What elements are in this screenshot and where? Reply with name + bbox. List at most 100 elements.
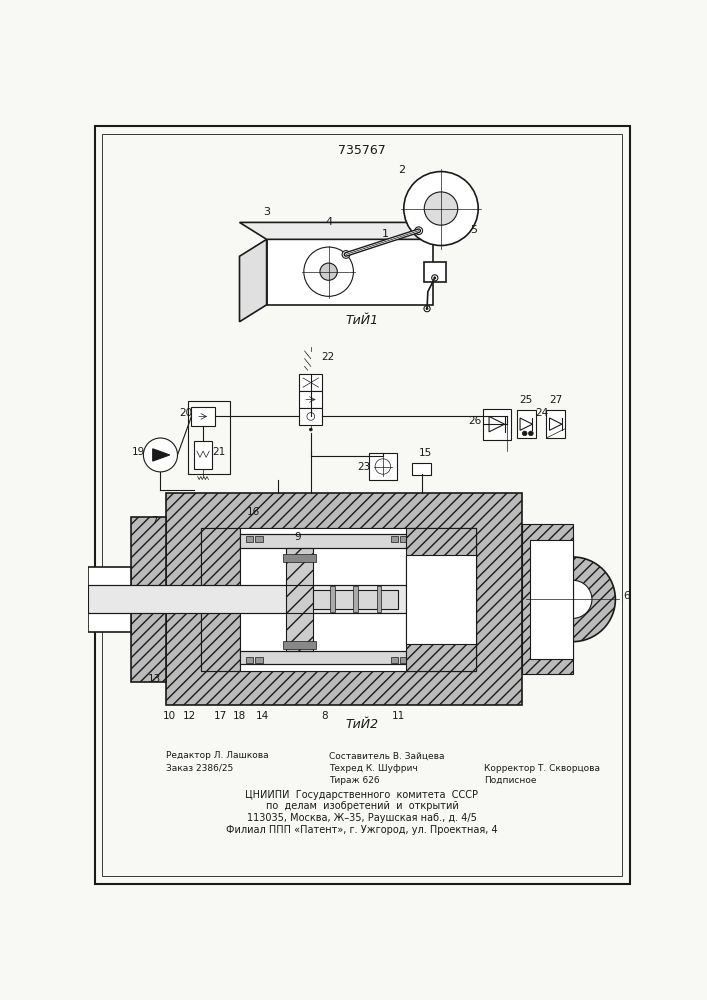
Circle shape <box>304 247 354 296</box>
Bar <box>400 536 408 542</box>
Text: 16: 16 <box>247 507 260 517</box>
Bar <box>377 586 381 612</box>
Text: Тираж 626: Тираж 626 <box>329 776 379 785</box>
Bar <box>246 657 253 663</box>
Circle shape <box>309 428 312 431</box>
Circle shape <box>424 306 430 312</box>
Bar <box>391 657 398 663</box>
Bar <box>522 524 573 674</box>
Bar <box>283 641 316 649</box>
Text: 21: 21 <box>212 447 226 457</box>
Text: Составитель В. Зайцева: Составитель В. Зайцева <box>329 751 444 760</box>
Circle shape <box>144 438 177 472</box>
Bar <box>424 262 445 282</box>
Bar <box>255 657 263 663</box>
Circle shape <box>404 172 478 246</box>
Text: ΤиЙ1: ΤиЙ1 <box>346 314 378 327</box>
Circle shape <box>522 431 527 436</box>
Text: 113035, Москва, Ж–35, Раушская наб., д. 4/5: 113035, Москва, Ж–35, Раушская наб., д. … <box>247 813 477 823</box>
Bar <box>299 391 322 408</box>
Bar <box>483 409 510 440</box>
Polygon shape <box>520 418 532 430</box>
Circle shape <box>432 275 438 281</box>
Text: 22: 22 <box>321 352 334 362</box>
Text: 3: 3 <box>263 207 270 217</box>
Bar <box>286 548 313 651</box>
Bar <box>517 410 535 438</box>
Bar <box>240 651 410 664</box>
Text: ΤиЙ2: ΤиЙ2 <box>346 718 378 731</box>
Text: Подписное: Подписное <box>484 776 536 785</box>
Circle shape <box>554 580 592 618</box>
Circle shape <box>307 413 315 420</box>
Bar <box>412 463 431 475</box>
Text: 8: 8 <box>322 711 328 721</box>
Bar <box>240 528 476 671</box>
Bar <box>400 657 408 663</box>
Text: 10: 10 <box>163 711 176 721</box>
Bar <box>406 555 476 644</box>
Text: 7: 7 <box>151 516 158 526</box>
Text: 9: 9 <box>294 532 301 542</box>
Text: 18: 18 <box>233 711 246 721</box>
Bar <box>192 407 215 426</box>
Text: 23: 23 <box>357 462 370 472</box>
Bar <box>406 528 476 671</box>
Text: 12: 12 <box>182 711 196 721</box>
Bar <box>267 239 433 305</box>
Text: 20: 20 <box>180 408 192 418</box>
Circle shape <box>417 229 420 232</box>
Circle shape <box>426 307 428 310</box>
Bar <box>201 528 240 671</box>
Circle shape <box>415 227 423 235</box>
Text: 26: 26 <box>469 416 481 426</box>
Bar <box>88 567 131 632</box>
Circle shape <box>344 253 348 256</box>
Polygon shape <box>489 416 505 432</box>
Bar <box>530 540 573 659</box>
Bar <box>391 536 398 542</box>
Bar <box>187 401 230 474</box>
Text: 4: 4 <box>325 217 332 227</box>
Polygon shape <box>240 239 267 322</box>
Text: 14: 14 <box>256 711 269 721</box>
Text: 2: 2 <box>398 165 405 175</box>
Text: Редактор Л. Лашкова: Редактор Л. Лашкова <box>166 751 269 760</box>
Text: 27: 27 <box>549 395 562 405</box>
Circle shape <box>342 251 350 258</box>
Text: 19: 19 <box>132 447 146 457</box>
Polygon shape <box>549 418 562 430</box>
Text: Филиал ППП «Патент», г. Ужгород, ул. Проектная, 4: Филиал ППП «Патент», г. Ужгород, ул. Про… <box>226 825 498 835</box>
Polygon shape <box>240 222 433 239</box>
Text: 1: 1 <box>382 229 389 239</box>
Bar <box>330 586 335 612</box>
Bar <box>369 453 397 480</box>
Text: ЦНИИПИ  Государственного  комитета  СССР: ЦНИИПИ Государственного комитета СССР <box>245 790 479 800</box>
Bar <box>246 536 253 542</box>
Circle shape <box>320 263 337 280</box>
Bar <box>240 534 410 548</box>
Text: 735767: 735767 <box>338 144 386 157</box>
Text: 11: 11 <box>392 711 405 721</box>
Bar <box>283 554 316 562</box>
Bar <box>131 517 166 682</box>
Bar <box>547 410 565 438</box>
Circle shape <box>433 277 436 279</box>
Bar <box>88 585 410 613</box>
Polygon shape <box>153 449 170 461</box>
Text: 13: 13 <box>148 674 161 684</box>
Bar <box>354 586 358 612</box>
Bar <box>201 528 476 671</box>
Text: Заказ 2386/25: Заказ 2386/25 <box>166 764 233 773</box>
Text: 6: 6 <box>624 591 631 601</box>
Circle shape <box>529 431 533 436</box>
Text: Техред К. Шуфрич: Техред К. Шуфрич <box>329 764 417 773</box>
Bar <box>299 374 322 391</box>
Bar <box>299 408 322 425</box>
Text: 5: 5 <box>470 225 477 235</box>
Text: 17: 17 <box>214 711 227 721</box>
Text: по  делам  изобретений  и  открытий: по делам изобретений и открытий <box>266 801 458 811</box>
Text: 24: 24 <box>535 408 549 418</box>
Text: Корректор Т. Скворцова: Корректор Т. Скворцова <box>484 764 600 773</box>
Bar <box>194 441 212 469</box>
